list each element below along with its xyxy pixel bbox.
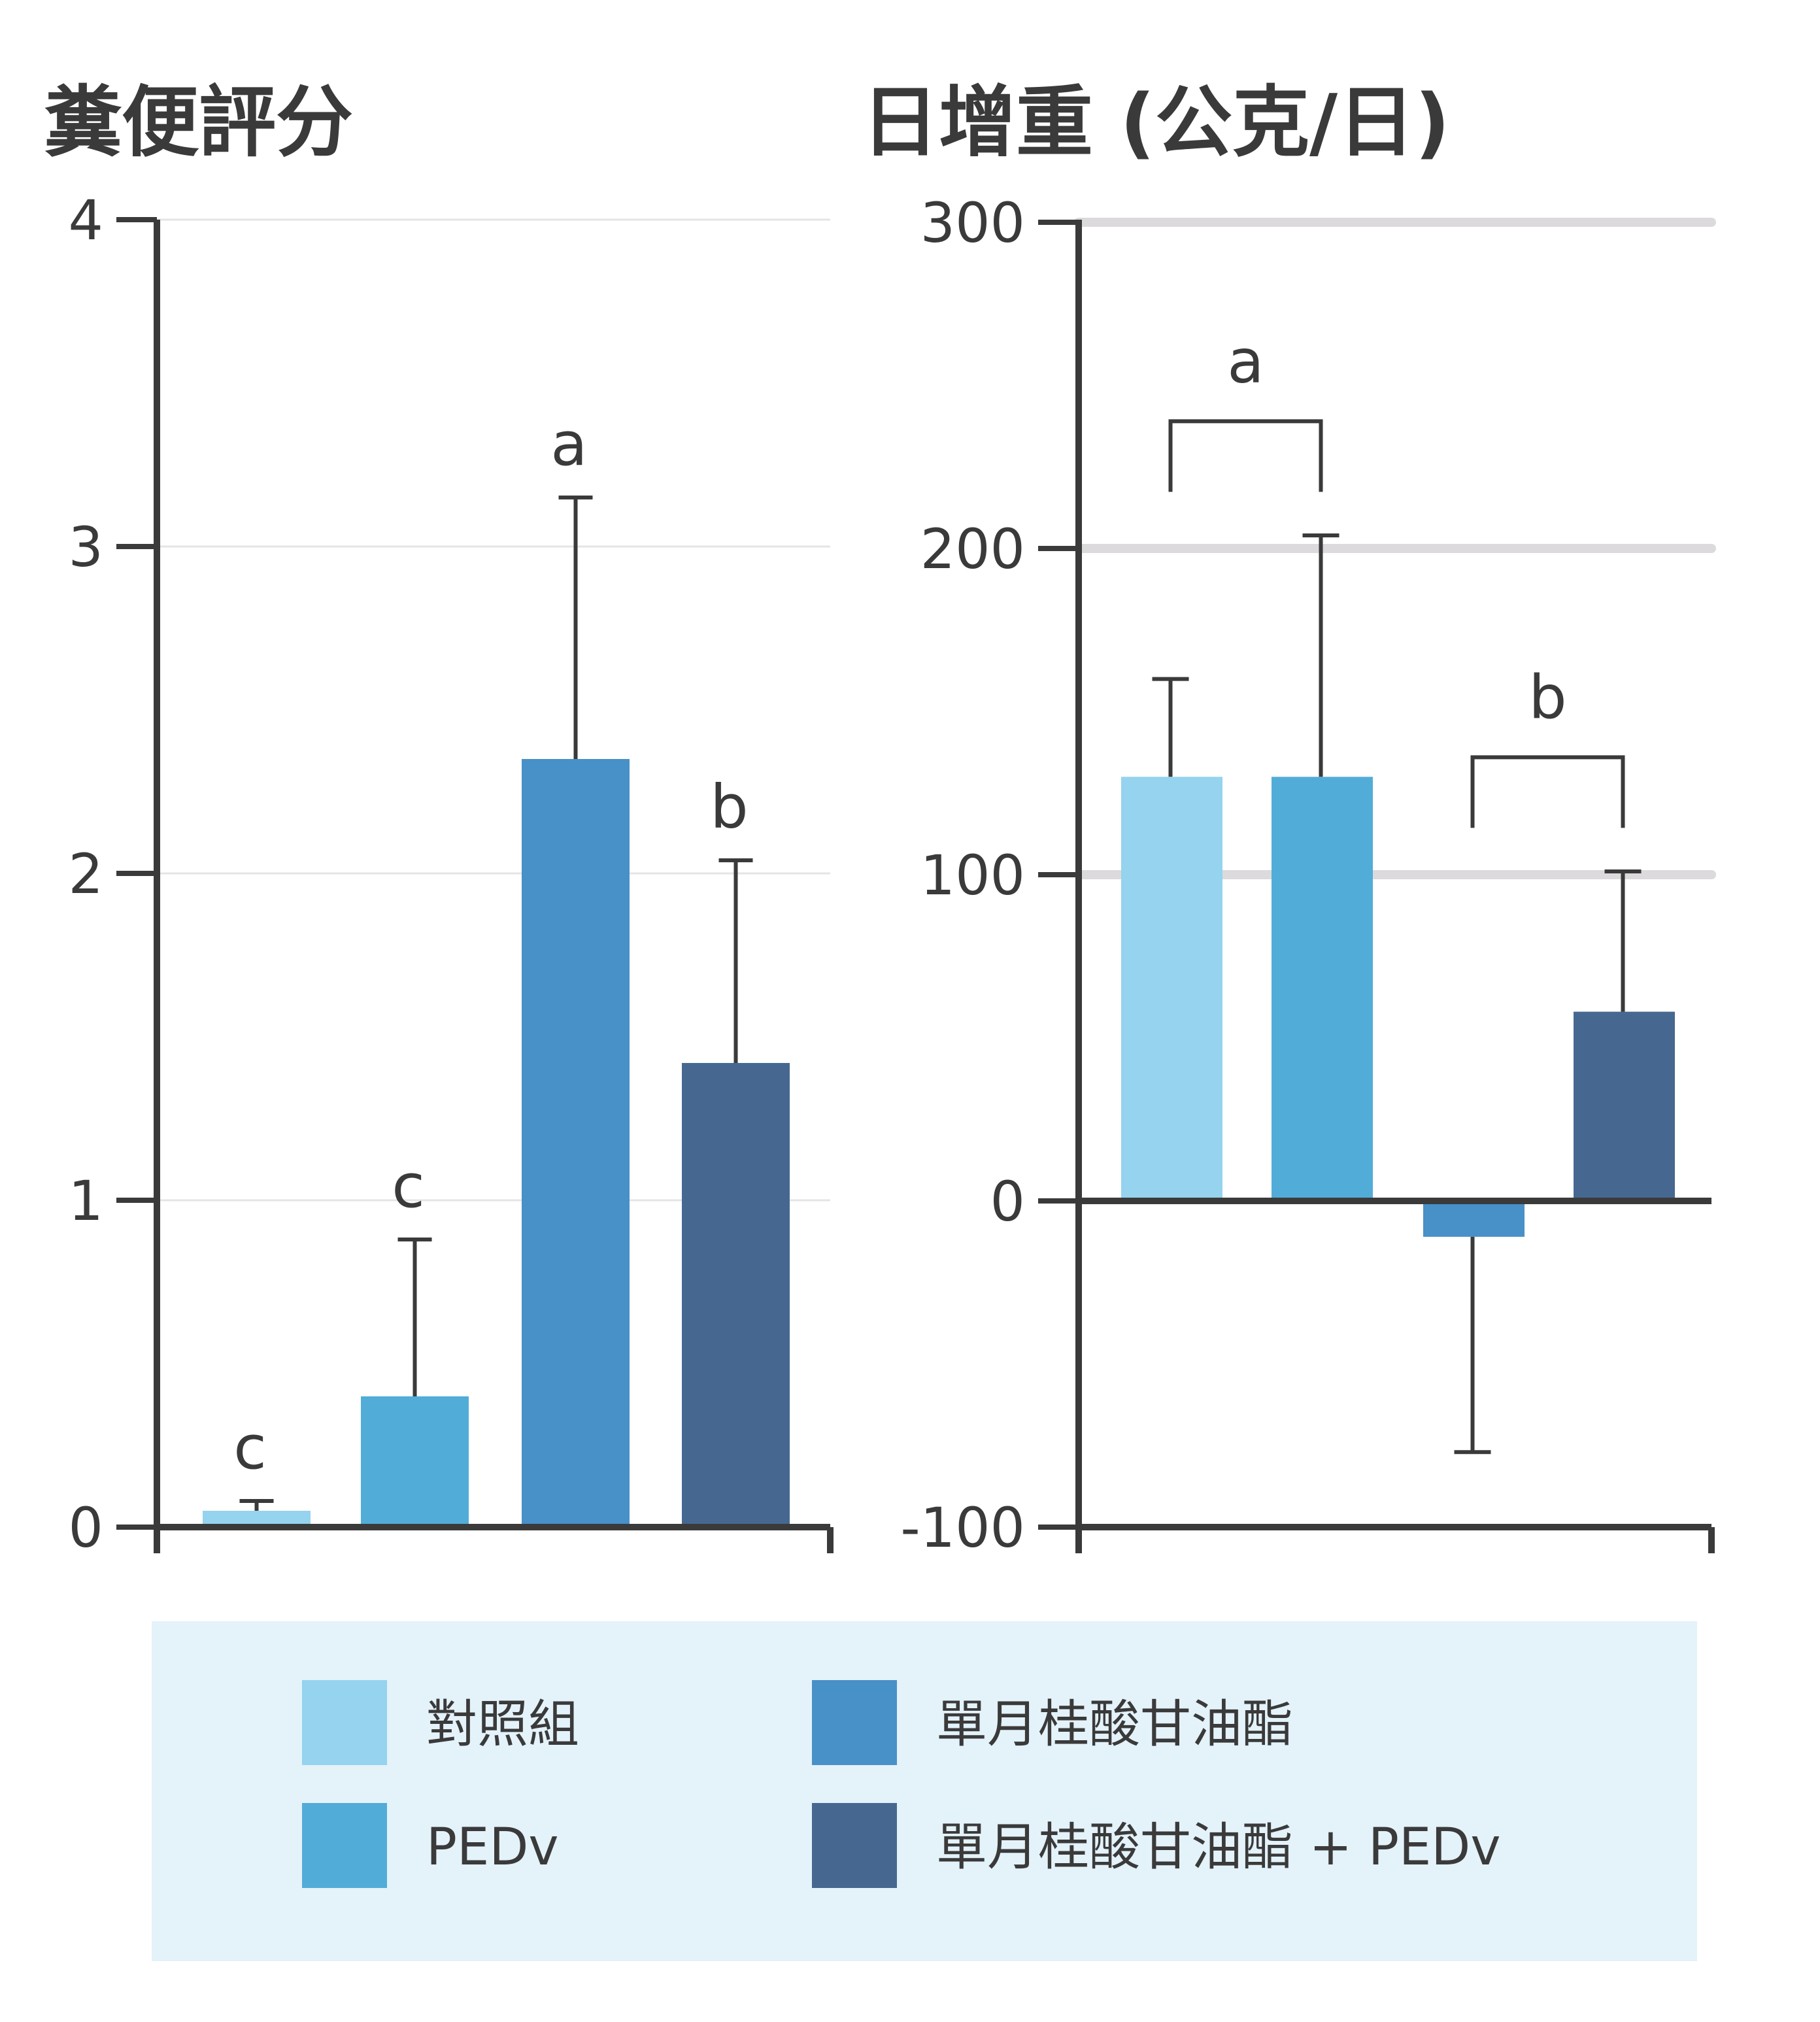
legend-label: PEDv [426, 1818, 559, 1877]
fecal-score-title: 糞便評分 [44, 77, 353, 167]
significance-letter: c [392, 1151, 425, 1221]
bar [1272, 777, 1373, 1201]
daily-gain-y-ticks: -100 0 100 200 300 [900, 191, 1079, 1560]
legend-label: 單月桂酸甘油酯 + PEDv [936, 1818, 1501, 1877]
y-tick-label: 3 [69, 515, 103, 579]
daily-gain-group-brackets: ab [1168, 326, 1625, 828]
fecal-score-error-bars [239, 496, 753, 1511]
fecal-score-bars [203, 759, 790, 1527]
bar [522, 759, 630, 1527]
significance-letter: b [710, 772, 748, 842]
y-tick-label: 300 [920, 191, 1025, 255]
significance-letter: c [233, 1413, 267, 1483]
significance-letter: a [550, 409, 587, 479]
fecal-score-axes [154, 220, 834, 1553]
legend: 對照組 單月桂酸甘油酯 PEDv 單月桂酸甘油酯 + PEDv [152, 1621, 1697, 1961]
legend-label: 對照組 [426, 1695, 579, 1754]
legend-background [152, 1621, 1697, 1961]
group-letter: a [1227, 326, 1264, 396]
y-tick-label: 1 [69, 1169, 103, 1233]
legend-swatch [812, 1680, 897, 1765]
legend-items: 對照組 單月桂酸甘油酯 PEDv 單月桂酸甘油酯 + PEDv [302, 1680, 1501, 1888]
y-tick-label: 200 [920, 517, 1025, 581]
y-tick-label: 0 [990, 1170, 1025, 1234]
bar [1574, 1011, 1675, 1201]
daily-gain-axes [1075, 220, 1715, 1553]
group-bracket [1168, 419, 1323, 492]
fecal-score-gridlines [157, 218, 830, 1202]
daily-gain-error-bars [1152, 533, 1642, 1455]
y-tick-label: 0 [69, 1496, 103, 1560]
fecal-score-y-ticks: 0 1 2 3 4 [69, 188, 157, 1560]
group-letter: b [1528, 662, 1566, 732]
bar [361, 1396, 469, 1527]
fecal-score-letters: c c a b [233, 409, 749, 1483]
bar [1121, 777, 1222, 1201]
y-tick-label: -100 [900, 1496, 1025, 1560]
bar [1423, 1201, 1525, 1237]
daily-gain-bars [1121, 777, 1675, 1237]
group-bracket [1470, 755, 1625, 828]
fecal-score-chart: 糞便評分 c c a b 0 1 2 3 4 [44, 77, 834, 1560]
y-tick-label: 4 [69, 188, 103, 252]
legend-swatch [302, 1680, 387, 1765]
y-tick-label: 2 [69, 842, 103, 906]
bar [682, 1063, 790, 1527]
legend-swatch [812, 1803, 897, 1888]
daily-gain-title: 日增重 (公克/日) [862, 77, 1450, 167]
legend-label: 單月桂酸甘油酯 [936, 1695, 1293, 1754]
legend-swatch [302, 1803, 387, 1888]
y-tick-label: 100 [920, 843, 1025, 907]
